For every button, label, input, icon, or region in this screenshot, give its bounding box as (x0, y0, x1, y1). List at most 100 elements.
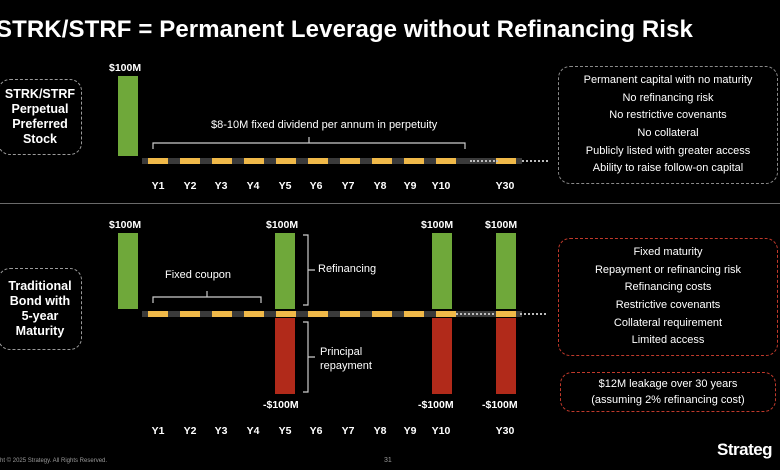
year-label: Y8 (373, 180, 387, 192)
dividend-segment (496, 158, 516, 164)
year-label: Y10 (431, 180, 451, 192)
top-timeline-continuation (522, 160, 548, 162)
bond-amount-start: $100M (109, 219, 142, 231)
year-label: Y9 (403, 425, 417, 437)
perpetual-preferred-label: STRK/STRF Perpetual Preferred Stock (0, 79, 82, 155)
coupon-segment (180, 311, 200, 317)
top-timeline-continuation (470, 160, 498, 162)
coupon-segment (148, 311, 168, 317)
principal-repayment-bar-y10 (432, 318, 452, 394)
principal-repayment-bar-y5 (275, 318, 295, 394)
benefit-item: No restrictive covenants (609, 109, 727, 122)
principal-bracket (302, 321, 316, 393)
coupon-segment (276, 311, 296, 317)
year-label: Y5 (278, 425, 292, 437)
benefit-item: Permanent capital with no maturity (583, 73, 753, 86)
year-label: Y6 (309, 180, 323, 192)
benefit-item: No collateral (637, 127, 699, 139)
year-label: Y3 (214, 425, 228, 437)
dividend-brace (152, 136, 466, 150)
refinancing-note: Refinancing (318, 263, 377, 275)
bond-neg-y10: -$100M (418, 399, 454, 411)
coupon-segment (372, 311, 392, 317)
coupon-segment (212, 311, 232, 317)
perpetual-benefits-box: Permanent capital with no maturity No re… (558, 66, 778, 184)
coupon-segment (436, 311, 456, 317)
bond-risks-box: Fixed maturity Repayment or refinancing … (558, 238, 778, 356)
year-label: Y5 (278, 180, 292, 192)
strategy-logo: Strateg (717, 440, 773, 459)
principal-note-line: Principal (320, 346, 363, 358)
label-line: STRK/STRF (4, 87, 76, 101)
slide-title: STRK/STRF = Permanent Leverage without R… (0, 16, 693, 43)
risk-item: Refinancing costs (624, 281, 712, 294)
year-label: Y8 (373, 425, 387, 437)
bond-neg-y30: -$100M (482, 399, 518, 411)
refinancing-bracket (302, 234, 316, 306)
year-label: Y2 (183, 180, 197, 192)
year-label: Y2 (183, 425, 197, 437)
risk-item: Limited access (631, 334, 705, 347)
coupon-segment (404, 311, 424, 317)
year-label: Y1 (151, 425, 165, 437)
bond-amount-y5: $100M (266, 219, 299, 231)
risk-item: Restrictive covenants (615, 299, 721, 311)
coupon-segment (496, 311, 516, 317)
leakage-line: (assuming 2% refinancing cost) (591, 394, 745, 406)
year-label: Y7 (341, 425, 355, 437)
dividend-segment (276, 158, 296, 164)
bond-timeline-continuation (520, 313, 546, 315)
year-label: Y3 (214, 180, 228, 192)
year-label: Y6 (309, 425, 323, 437)
principal-repayment-bar-y30 (496, 318, 516, 394)
year-label: Y1 (151, 180, 165, 192)
label-line: Traditional (8, 279, 72, 293)
fixed-coupon-note: Fixed coupon (165, 269, 232, 281)
bond-amount-y30: $100M (485, 219, 518, 231)
leakage-line: $12M leakage over 30 years (598, 378, 738, 390)
section-divider (0, 203, 780, 204)
label-line: Preferred (12, 117, 68, 131)
refinancing-bar-y10 (432, 233, 452, 309)
bond-neg-y5: -$100M (263, 399, 299, 411)
refinancing-bar-y5 (275, 233, 295, 309)
coupon-segment (244, 311, 264, 317)
top-initial-capital-bar (118, 76, 138, 156)
benefit-item: No refinancing risk (622, 91, 714, 104)
dividend-segment (180, 158, 200, 164)
year-label: Y9 (403, 180, 417, 192)
leakage-box: $12M leakage over 30 years (assuming 2% … (560, 372, 776, 412)
top-timeline-base (142, 158, 522, 164)
dividend-segment (372, 158, 392, 164)
dividend-note: $8-10M fixed dividend per annum in perpe… (211, 119, 438, 131)
year-label: Y7 (341, 180, 355, 192)
coupon-segment (340, 311, 360, 317)
dividend-segment (404, 158, 424, 164)
dividend-segment (308, 158, 328, 164)
dividend-segment (244, 158, 264, 164)
year-label: Y4 (246, 180, 260, 192)
year-label: Y10 (431, 425, 451, 437)
label-line: Perpetual (11, 102, 69, 116)
dividend-segment (148, 158, 168, 164)
principal-note-line: repayment (320, 360, 372, 372)
bond-amount-y10: $100M (421, 219, 454, 231)
copyright-text: ht © 2025 Strategy. All Rights Reserved. (0, 458, 108, 464)
refinancing-bar-y30 (496, 233, 516, 309)
benefit-item: Ability to raise follow-on capital (592, 162, 744, 175)
traditional-bond-label: Traditional Bond with 5-year Maturity (0, 268, 82, 350)
bond-timeline-continuation (456, 313, 494, 315)
year-label: Y30 (495, 425, 515, 437)
risk-item: Fixed maturity (633, 245, 703, 258)
risk-item: Collateral requirement (613, 316, 723, 329)
dividend-segment (212, 158, 232, 164)
principal-note: Principal repayment (320, 345, 372, 373)
dividend-segment (340, 158, 360, 164)
bond-timeline-base (142, 311, 522, 317)
coupon-segment (308, 311, 328, 317)
coupon-brace (152, 290, 262, 304)
dividend-segment (436, 158, 456, 164)
label-line: 5-year (21, 309, 59, 323)
label-line: Maturity (15, 324, 65, 338)
label-line: Stock (22, 132, 58, 146)
